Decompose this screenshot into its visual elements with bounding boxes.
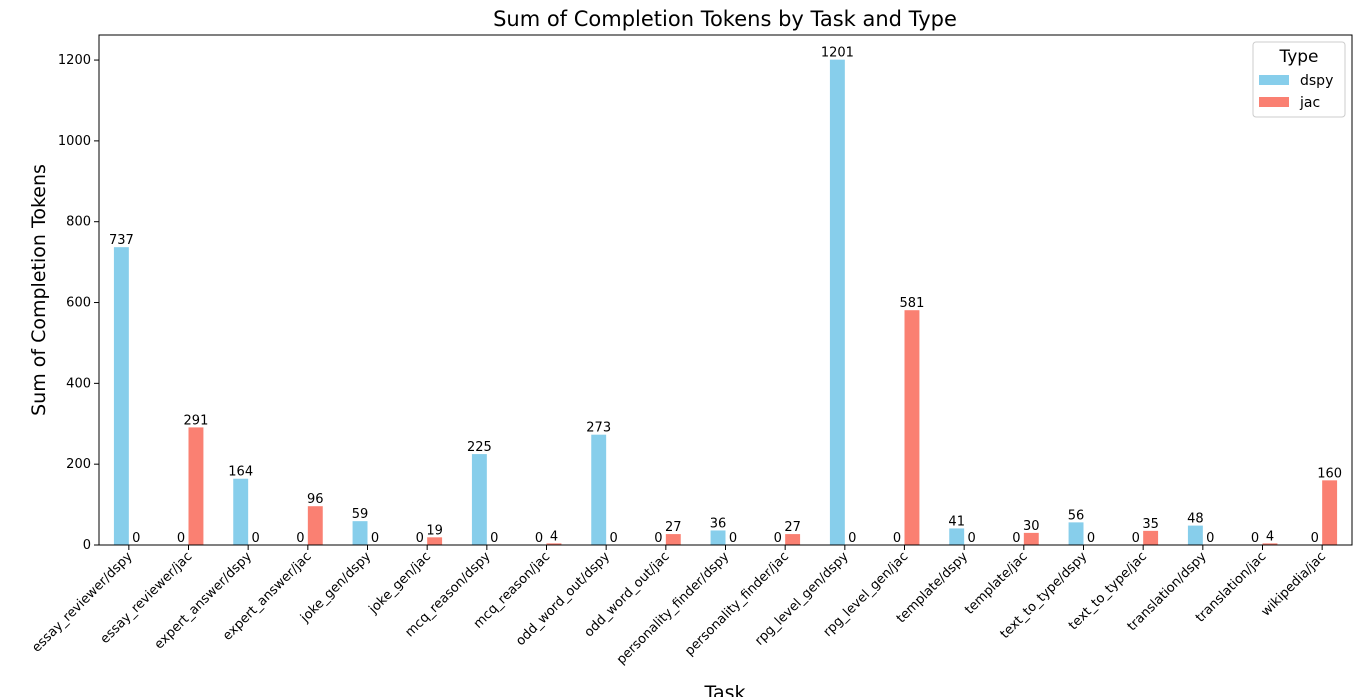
y-tick-label: 400 (66, 376, 91, 391)
bar-jac-17 (1143, 530, 1159, 545)
data-label-dspy-16: 56 (1068, 508, 1085, 523)
legend-label-dspy: dspy (1300, 73, 1333, 89)
bar-jac-5 (427, 537, 443, 545)
data-label-dspy-8: 273 (586, 421, 611, 436)
data-label-jac-15: 30 (1023, 519, 1040, 534)
data-label-jac-17: 35 (1142, 517, 1159, 532)
y-tick-label: 1200 (58, 53, 91, 68)
bar-dspy-16 (1068, 522, 1084, 545)
data-label-jac-20: 160 (1317, 466, 1342, 481)
data-label-jac-5: 19 (426, 523, 443, 538)
data-label-dspy-3: 0 (296, 531, 304, 546)
data-label-dspy-13: 0 (893, 531, 901, 546)
data-label-dspy-10: 36 (710, 516, 727, 531)
legend: Type dspy jac (1252, 41, 1346, 118)
x-tick-label: personality_finder/jac (682, 549, 792, 659)
data-label-dspy-18: 48 (1187, 512, 1204, 527)
legend-swatch-dspy (1259, 75, 1289, 85)
data-label-dspy-20: 0 (1311, 531, 1319, 546)
legend-items: dspy jac (1259, 73, 1333, 111)
data-label-jac-1: 291 (184, 413, 209, 428)
data-label-jac-14: 0 (967, 531, 975, 546)
data-label-dspy-12: 1201 (821, 46, 854, 61)
x-tick-label: personality_finder/dspy (614, 549, 733, 668)
legend-label-jac: jac (1299, 95, 1320, 111)
y-tick-label: 800 (66, 215, 91, 230)
data-label-jac-4: 0 (371, 531, 379, 546)
data-label-jac-11: 27 (784, 520, 801, 535)
plot-frame (98, 34, 1353, 546)
data-label-jac-18: 0 (1206, 531, 1214, 546)
x-axis-ticks: essay_reviewer/dspyessay_reviewer/jacexp… (29, 545, 1329, 668)
y-axis-ticks: 0 200 400 600 800 1000 1200 (58, 53, 99, 553)
bar-jac-11 (785, 534, 801, 545)
bar-dspy-4 (352, 521, 368, 545)
bar-jac-7 (546, 543, 562, 545)
data-label-jac-12: 0 (848, 531, 856, 546)
bar-dspy-8 (591, 434, 607, 545)
y-tick-label: 200 (66, 457, 91, 472)
data-label-jac-3: 96 (307, 492, 324, 507)
data-label-jac-13: 581 (900, 296, 925, 311)
data-label-dspy-5: 0 (416, 531, 424, 546)
data-label-dspy-17: 0 (1132, 531, 1140, 546)
data-label-dspy-2: 164 (228, 465, 253, 480)
y-tick-label: 1000 (58, 134, 91, 149)
x-axis-label: Task (703, 682, 745, 697)
legend-swatch-jac (1259, 97, 1289, 107)
data-label-dspy-14: 41 (948, 514, 965, 529)
data-label-dspy-6: 225 (467, 440, 492, 455)
bar-jac-13 (904, 310, 920, 545)
data-label-dspy-1: 0 (177, 531, 185, 546)
bar-jac-3 (307, 506, 323, 545)
data-label-dspy-11: 0 (774, 531, 782, 546)
data-label-jac-19: 4 (1266, 529, 1274, 544)
bar-dspy-12 (829, 59, 845, 546)
bar-jac-19 (1262, 543, 1278, 545)
bar-jac-15 (1023, 532, 1039, 545)
bar-jac-1 (188, 427, 204, 545)
data-label-jac-10: 0 (729, 531, 737, 546)
data-label-jac-7: 4 (550, 529, 558, 544)
bar-dspy-18 (1187, 525, 1203, 545)
data-label-jac-0: 0 (132, 531, 140, 546)
bar-dspy-10 (710, 530, 726, 545)
data-label-jac-9: 27 (665, 520, 682, 535)
legend-title: Type (1278, 47, 1318, 67)
y-tick-label: 600 (66, 296, 91, 311)
data-label-dspy-19: 0 (1251, 531, 1259, 546)
bar-jac-9 (665, 534, 681, 545)
y-axis-label: Sum of Completion Tokens (28, 164, 50, 416)
data-label-dspy-9: 0 (654, 531, 662, 546)
y-tick-label: 0 (83, 538, 91, 553)
bar-dspy-2 (233, 478, 249, 545)
bars-group (113, 59, 1338, 546)
data-label-jac-2: 0 (251, 531, 259, 546)
data-label-jac-16: 0 (1087, 531, 1095, 546)
bar-dspy-0 (113, 247, 129, 545)
x-tick-label: expert_answer/dspy (152, 549, 255, 652)
data-label-dspy-0: 737 (109, 233, 134, 248)
bar-jac-20 (1322, 480, 1338, 545)
bar-dspy-6 (471, 454, 487, 545)
bar-dspy-14 (949, 528, 965, 545)
data-label-jac-6: 0 (490, 531, 498, 546)
x-tick-label: essay_reviewer/dspy (29, 549, 136, 656)
data-label-dspy-7: 0 (535, 531, 543, 546)
data-label-dspy-4: 59 (352, 507, 369, 522)
data-label-dspy-15: 0 (1012, 531, 1020, 546)
chart-title: Sum of Completion Tokens by Task and Typ… (493, 7, 957, 31)
data-label-jac-8: 0 (609, 531, 617, 546)
